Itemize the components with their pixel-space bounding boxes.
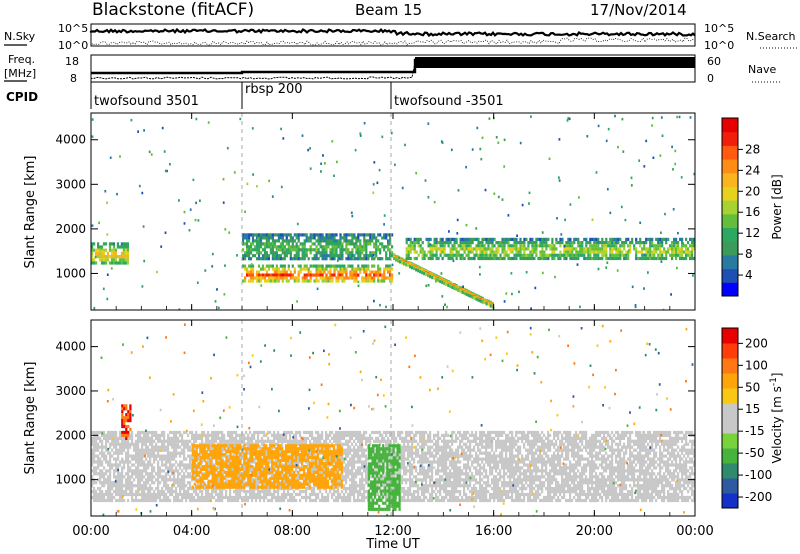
cpid-track: CPID twofsound 3501 rbsp 200 twofsound -… — [6, 82, 504, 109]
power-y-ticks: 1000 2000 3000 4000 — [55, 133, 695, 280]
colorbar-swatch — [722, 213, 738, 229]
cpid-segment-3: twofsound -3501 — [394, 94, 504, 109]
time-tick-label: 12:00 — [374, 524, 411, 539]
colorbar-swatch — [722, 254, 738, 270]
range-tick-label: 3000 — [55, 384, 86, 398]
nave-block — [415, 57, 695, 68]
nave-trace — [90, 61, 695, 80]
cpid-segment-2: rbsp 200 — [245, 82, 303, 97]
noise-tick-right-top: 10^5 — [704, 22, 734, 35]
range-tick-label: 1000 — [55, 473, 86, 487]
freq-tick-top: 18 — [65, 55, 79, 68]
range-tick-label: 4000 — [55, 133, 86, 147]
colorbar-tick-label: 4 — [745, 268, 753, 282]
colorbar-tick-label: -15 — [745, 424, 765, 438]
colorbar-tick-label: 15 — [745, 402, 760, 416]
colorbar-swatch — [722, 418, 738, 434]
colorbar-swatch — [722, 433, 738, 449]
colorbar-swatch — [722, 172, 738, 187]
colorbar-swatch — [722, 493, 738, 509]
time-axis: 00:00 04:00 08:00 12:00 16:00 20:00 00:00 — [72, 113, 714, 539]
range-tick-label: 2000 — [55, 222, 86, 236]
cpid-label: CPID — [6, 90, 38, 104]
colorbar-tick-label: 50 — [745, 380, 760, 394]
colorbar-tick-label: 8 — [745, 247, 753, 261]
velocity-y-ticks: 1000 2000 3000 4000 — [55, 340, 695, 487]
noise-sky-trace — [89, 27, 696, 38]
noise-panel: 10^5 10^0 10^5 10^0 N.Sky N.Search — [4, 22, 798, 52]
freq-label: Freq. — [8, 53, 35, 66]
power-heatmap — [91, 114, 695, 310]
colorbar-swatch — [722, 388, 738, 404]
colorbar-tick-label: 24 — [745, 163, 760, 177]
range-tick-label: 1000 — [55, 266, 86, 280]
power-panel: 1000 2000 3000 4000 Slant Range [km] — [23, 112, 696, 311]
cpid-segment-1: twofsound 3501 — [94, 94, 199, 109]
colorbar-swatch — [722, 200, 738, 215]
noise-search-trace — [90, 37, 696, 46]
colorbar-swatch — [722, 463, 738, 479]
colorbar-tick-label: 100 — [745, 358, 768, 372]
nave-label: Nave — [748, 63, 776, 76]
colorbar-swatch — [722, 282, 738, 297]
time-axis-label: Time UT — [365, 537, 419, 552]
range-tick-label: 4000 — [55, 340, 86, 354]
noise-tick-bottom: 10^0 — [58, 39, 88, 52]
colorbar-swatch — [722, 343, 738, 359]
colorbar-swatch — [722, 403, 738, 419]
colorbar-swatch — [722, 358, 738, 374]
colorbar-tick-label: 200 — [745, 336, 768, 350]
colorbar-tick-label: 16 — [745, 205, 760, 219]
colorbar-tick-label: -50 — [745, 446, 765, 460]
colorbar-tick-label: 20 — [745, 184, 760, 198]
time-tick-label: 00:00 — [72, 524, 109, 539]
time-tick-label: 20:00 — [576, 524, 613, 539]
colorbar-swatch — [722, 373, 738, 389]
power-colorbar-label: Power [dB] — [770, 174, 784, 239]
colorbar-tick-label: 28 — [745, 142, 760, 156]
colorbar-swatch — [722, 268, 738, 283]
colorbar-swatch — [722, 478, 738, 494]
date-title: 17/Nov/2014 — [590, 1, 687, 19]
velocity-colorbar-label: Velocity [m s-1] — [769, 373, 784, 464]
site-title: Blackstone (fitACF) — [92, 0, 254, 20]
frequency-trace — [91, 58, 695, 75]
colorbar-swatch — [722, 118, 738, 133]
noise-tick-right-bottom: 10^0 — [704, 39, 734, 52]
power-y-label: Slant Range [km] — [23, 156, 38, 269]
frequency-panel: 18 8 60 0 Freq. [MHz] Nave — [4, 53, 780, 85]
colorbar-swatch — [722, 328, 738, 344]
colorbar-swatch — [722, 159, 738, 174]
colorbar-swatch — [722, 186, 738, 201]
colorbar-tick-label: -200 — [745, 490, 772, 504]
colorbar-swatch — [722, 131, 738, 146]
colorbar-tick-label: -100 — [745, 468, 772, 482]
time-tick-label: 00:00 — [676, 524, 713, 539]
colorbar-swatch — [722, 448, 738, 464]
velocity-panel: 1000 2000 3000 4000 Slant Range [km] — [23, 319, 696, 517]
nave-tick-bottom: 0 — [707, 72, 714, 85]
power-colorbar: 4 8 12 16 20 24 28 Power [dB] — [721, 117, 784, 297]
n-sky-label: N.Sky — [4, 30, 36, 43]
time-tick-label: 04:00 — [173, 524, 210, 539]
velocity-y-label: Slant Range [km] — [23, 362, 38, 475]
range-tick-label: 2000 — [55, 428, 86, 442]
freq-unit-label: [MHz] — [4, 67, 36, 80]
nave-tick-top: 60 — [707, 55, 721, 68]
range-tick-label: 3000 — [55, 177, 86, 191]
colorbar-swatch — [722, 241, 738, 256]
velocity-heatmap — [91, 323, 695, 516]
time-tick-label: 08:00 — [274, 524, 311, 539]
noise-tick-top: 10^5 — [58, 22, 88, 35]
n-search-label: N.Search — [746, 30, 796, 43]
time-tick-label: 16:00 — [475, 524, 512, 539]
beam-title: Beam 15 — [355, 1, 422, 19]
colorbar-swatch — [722, 227, 738, 242]
colorbar-tick-label: 12 — [745, 226, 760, 240]
colorbar-swatch — [722, 145, 738, 160]
freq-tick-bottom: 8 — [70, 72, 77, 85]
velocity-colorbar: 200 100 50 15 -15 -50 -100 -200 Velocity [m s-1… — [721, 327, 784, 509]
